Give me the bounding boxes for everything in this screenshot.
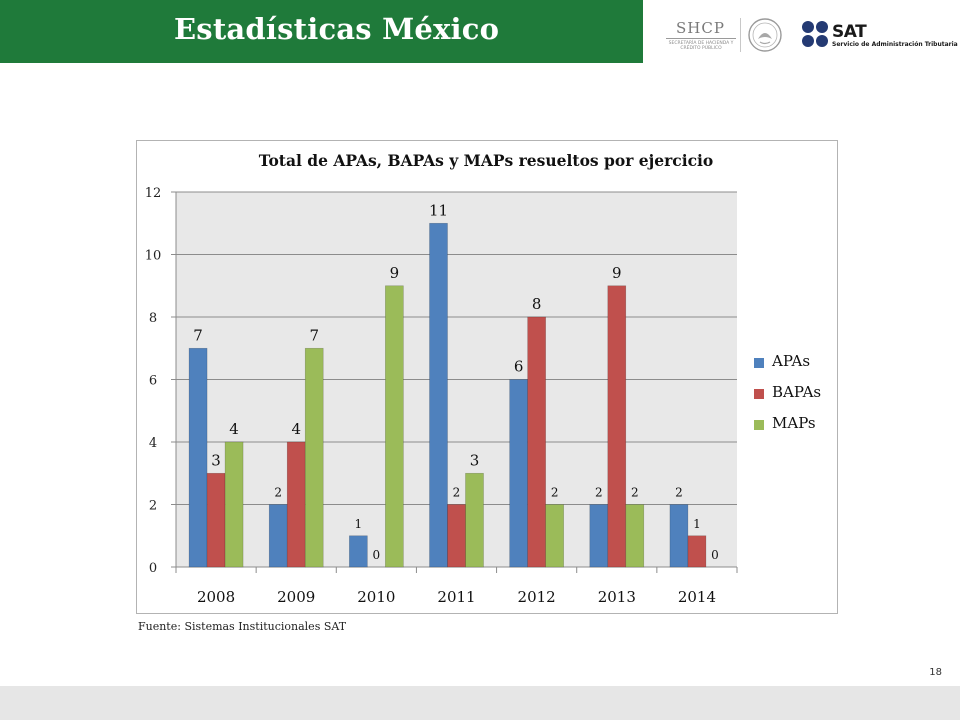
sat-logo-icon xyxy=(802,21,828,47)
bar-maps-2008 xyxy=(224,441,244,568)
bar-bapas-2013 xyxy=(607,285,627,568)
bar-maps-2009 xyxy=(304,347,324,568)
data-label: 2 xyxy=(274,486,282,500)
bar-bapas-2011 xyxy=(447,504,466,568)
y-tick-label: 12 xyxy=(145,186,162,201)
legend-label-bapas: BAPAs xyxy=(772,383,822,401)
x-tick-label: 2010 xyxy=(357,588,395,606)
data-label: 7 xyxy=(193,326,203,344)
legend-label-maps: MAPs xyxy=(772,414,816,432)
sat-logo-subtitle: Servicio de Administración Tributaria xyxy=(832,41,958,48)
page-title: Estadísticas México xyxy=(174,12,500,46)
bar-bapas-2014 xyxy=(687,535,707,568)
header-band xyxy=(0,0,643,63)
data-label: 3 xyxy=(470,451,480,469)
data-label: 7 xyxy=(309,326,319,344)
bar-apas-2014 xyxy=(669,504,689,568)
x-tick-label: 2014 xyxy=(678,588,716,606)
data-label: 2 xyxy=(551,486,559,500)
data-label: 2 xyxy=(675,486,683,500)
data-label: 9 xyxy=(390,264,400,282)
data-label: 8 xyxy=(532,295,542,313)
page-number: 18 xyxy=(929,667,942,678)
data-label: 9 xyxy=(612,264,622,282)
legend-swatch-maps xyxy=(754,420,764,430)
data-label: 6 xyxy=(514,358,524,376)
bar-bapas-2012 xyxy=(527,316,546,568)
bar-maps-2013 xyxy=(625,504,645,568)
data-label: 1 xyxy=(355,517,363,531)
data-label: 0 xyxy=(373,548,381,562)
footer-band xyxy=(0,686,960,720)
data-label: 3 xyxy=(211,451,221,469)
x-tick-label: 2008 xyxy=(197,588,235,606)
y-tick-label: 0 xyxy=(149,561,157,576)
bar-maps-2011 xyxy=(465,472,484,568)
logo-area xyxy=(643,0,960,63)
shcp-logo-rule xyxy=(666,38,736,39)
bar-apas-2009 xyxy=(268,504,288,568)
source-note: Fuente: Sistemas Institucionales SAT xyxy=(138,620,347,633)
data-label: 0 xyxy=(711,548,719,562)
y-tick-label: 6 xyxy=(149,374,157,389)
national-seal-icon xyxy=(748,18,782,52)
x-tick-label: 2009 xyxy=(277,588,315,606)
sat-logo-text: SAT xyxy=(832,22,867,42)
bar-apas-2008 xyxy=(188,347,208,568)
bar-bapas-2009 xyxy=(286,441,306,568)
data-label: 2 xyxy=(453,486,461,500)
x-tick-label: 2011 xyxy=(437,588,475,606)
data-label: 4 xyxy=(229,420,239,438)
x-tick-label: 2013 xyxy=(598,588,636,606)
bar-bapas-2008 xyxy=(206,472,226,568)
shcp-logo-subtitle: SECRETARÍA DE HACIENDA Y CRÉDITO PÚBLICO xyxy=(668,41,734,51)
x-tick-label: 2012 xyxy=(518,588,556,606)
data-label: 11 xyxy=(429,201,448,219)
y-tick-label: 10 xyxy=(145,249,162,264)
y-tick-label: 2 xyxy=(149,499,157,514)
data-label: 1 xyxy=(693,517,701,531)
legend-item-maps: MAPs xyxy=(754,414,844,434)
data-label: 4 xyxy=(291,420,301,438)
shcp-logo-text: SHCP xyxy=(676,19,725,37)
bar-apas-2010 xyxy=(349,535,368,568)
legend-swatch-bapas xyxy=(754,389,764,399)
chart-title: Total de APAs, BAPAs y MAPs resueltos po… xyxy=(258,151,714,170)
bar-apas-2013 xyxy=(589,504,609,568)
legend-item-bapas: BAPAs xyxy=(754,383,844,403)
bar-apas-2011 xyxy=(429,222,448,568)
data-label: 2 xyxy=(631,486,639,500)
logo-divider xyxy=(740,18,741,52)
legend-item-apas: APAs xyxy=(754,352,844,372)
data-label: 2 xyxy=(595,486,603,500)
bar-maps-2010 xyxy=(385,285,404,568)
bar-maps-2012 xyxy=(545,504,564,568)
legend-label-apas: APAs xyxy=(772,352,811,370)
y-tick-label: 4 xyxy=(149,436,157,451)
legend-swatch-apas xyxy=(754,358,764,368)
y-tick-label: 8 xyxy=(149,311,157,326)
bar-apas-2012 xyxy=(509,379,528,568)
